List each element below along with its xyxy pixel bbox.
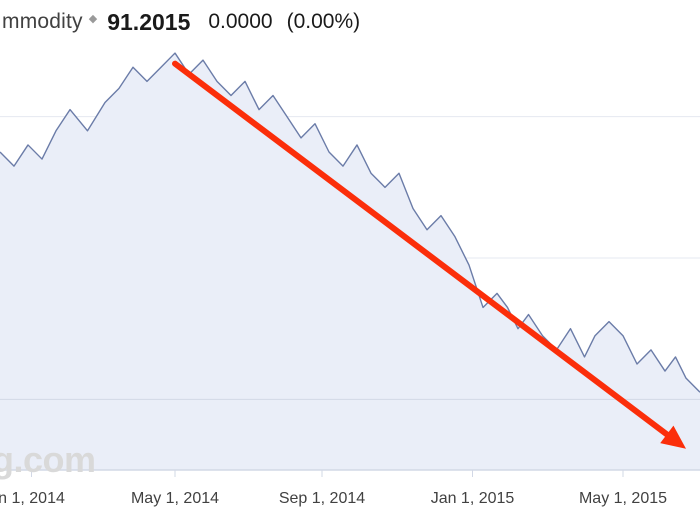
price-change: 0.0000	[208, 10, 272, 34]
diamond-icon: ◆	[89, 12, 97, 25]
price-change-pct: (0.00%)	[287, 10, 361, 34]
last-price: 91.2015	[107, 9, 190, 36]
quote-header: mmodity ◆ 91.2015 0.0000 (0.00%)	[0, 4, 700, 40]
x-axis-label: n 1, 2014	[0, 490, 65, 508]
x-axis-label: May 1, 2015	[579, 490, 667, 508]
x-axis: n 1, 2014 May 1, 2014 Sep 1, 2014 Jan 1, 20…	[0, 490, 700, 520]
x-axis-label: Jan 1, 2015	[431, 490, 515, 508]
chart-container: mmodity ◆ 91.2015 0.0000 (0.00%) g.com n…	[0, 0, 700, 525]
x-axis-label: May 1, 2014	[131, 490, 219, 508]
x-axis-label: Sep 1, 2014	[279, 490, 365, 508]
price-chart	[0, 44, 700, 484]
instrument-name: mmodity	[2, 10, 83, 34]
source-watermark: g.com	[0, 439, 96, 481]
